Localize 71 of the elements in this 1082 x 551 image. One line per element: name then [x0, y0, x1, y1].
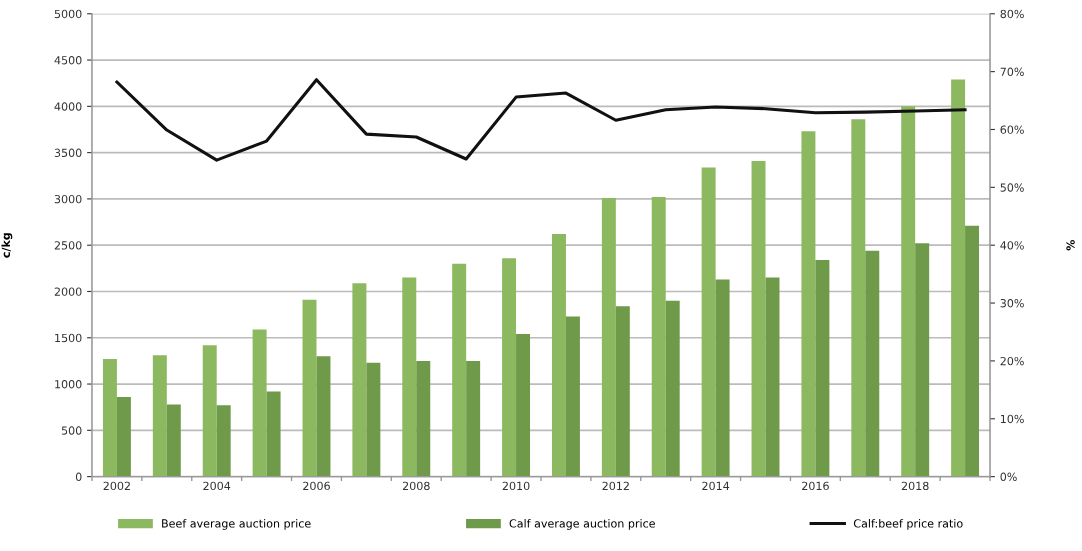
bar — [751, 160, 766, 477]
y2-tick-label: 20% — [1000, 356, 1024, 366]
bar — [516, 334, 531, 477]
bar — [266, 391, 281, 477]
y-tick-label: 3000 — [54, 194, 82, 204]
legend-label: Beef average auction price — [162, 519, 311, 530]
bar — [416, 360, 431, 477]
bar — [965, 225, 980, 477]
bar — [216, 405, 231, 477]
bar — [316, 356, 331, 477]
bar — [502, 258, 517, 477]
x-tick-label: 2014 — [702, 481, 730, 491]
x-tick-label: 2018 — [901, 481, 929, 491]
y2-tick-label: 70% — [1000, 67, 1024, 77]
x-tick-label: 2010 — [502, 481, 530, 491]
bar — [551, 234, 566, 477]
bar — [615, 306, 630, 477]
bar — [951, 79, 966, 477]
bar — [166, 404, 181, 477]
bar — [565, 316, 580, 477]
bar — [452, 263, 467, 477]
bar — [801, 131, 816, 477]
bar — [466, 360, 481, 477]
x-tick-label: 2006 — [303, 481, 330, 491]
bar — [302, 299, 317, 477]
y2-tick-label: 60% — [1000, 125, 1024, 134]
bar — [352, 283, 367, 477]
bar — [765, 277, 780, 477]
y-tick-label: 1000 — [55, 380, 82, 389]
y-tick-label: 500 — [61, 426, 82, 435]
y-tick-label: 3500 — [54, 148, 82, 158]
bar — [601, 197, 616, 477]
bar — [701, 167, 716, 477]
y2-tick-label: 0% — [1000, 472, 1017, 481]
y2-tick-label: 10% — [1000, 414, 1024, 424]
bar — [252, 329, 267, 477]
bar — [366, 362, 381, 477]
x-tick-label: 2008 — [402, 481, 430, 491]
x-tick-label: 2002 — [103, 481, 130, 491]
y-tick-label: 2000 — [54, 287, 82, 296]
y-axis-title: c/kg — [1, 233, 13, 258]
bar — [865, 250, 880, 477]
line-series — [115, 78, 967, 162]
y-tick-label: 0 — [75, 472, 82, 481]
bar — [901, 106, 916, 477]
bar — [116, 397, 131, 477]
y-tick-label: 2500 — [54, 241, 82, 250]
y-tick-label: 4000 — [54, 102, 82, 111]
bar — [915, 243, 930, 477]
bar — [202, 345, 217, 477]
y-tick-label: 5000 — [54, 9, 82, 19]
bar — [715, 279, 730, 477]
y2-tick-label: 80% — [1000, 9, 1024, 19]
y2-tick-label: 30% — [1000, 299, 1024, 308]
bar — [152, 355, 167, 477]
y2-tick-label: 50% — [1000, 183, 1024, 192]
x-tick-label: 2012 — [602, 481, 629, 491]
legend-label: Calf:beef price ratio — [853, 519, 963, 530]
x-tick-label: 2016 — [802, 481, 829, 491]
bar — [665, 300, 680, 477]
y-tick-label: 4500 — [54, 56, 82, 65]
y2-axis-title: % — [1066, 239, 1075, 251]
legend-label: Calf average auction price — [509, 519, 655, 530]
bar — [402, 277, 417, 477]
y2-tick-label: 40% — [1000, 241, 1024, 250]
bar — [815, 260, 830, 477]
bar — [102, 359, 117, 477]
x-tick-label: 2004 — [203, 481, 231, 491]
bar — [851, 119, 866, 477]
bar — [651, 197, 666, 477]
y-tick-label: 1500 — [55, 333, 82, 343]
